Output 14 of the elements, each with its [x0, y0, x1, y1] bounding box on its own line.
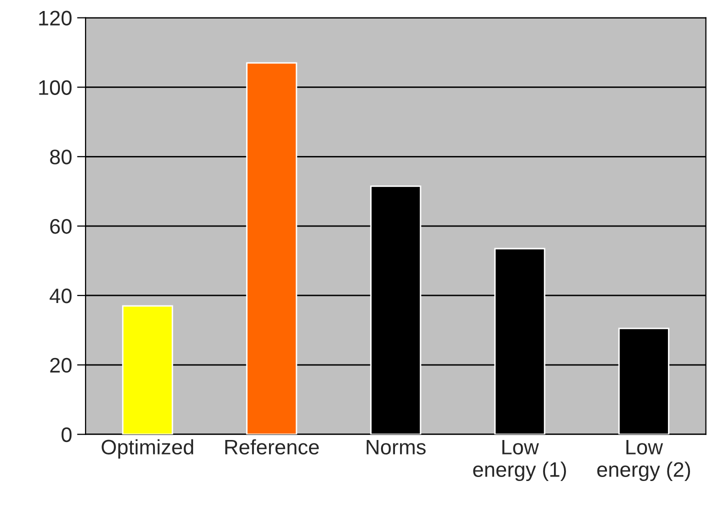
bar	[246, 62, 298, 434]
bar	[122, 305, 174, 434]
y-tick-label: 120	[39, 10, 72, 26]
x-tick-label: Low energy (1)	[473, 440, 566, 482]
y-tick-label: 100	[39, 80, 72, 95]
x-tick-label: Norms	[366, 440, 426, 455]
y-tick-label: 60	[50, 219, 72, 234]
y-tick-label: 0	[62, 427, 72, 442]
y-tick-label: 80	[50, 150, 72, 164]
y-tick-label: 40	[50, 288, 72, 304]
x-tick-label: Reference	[225, 439, 319, 455]
x-tick-label: Low energy (2)	[597, 440, 690, 482]
y-tick-label: 20	[50, 358, 72, 373]
x-tick-label: Optimized	[102, 439, 194, 459]
